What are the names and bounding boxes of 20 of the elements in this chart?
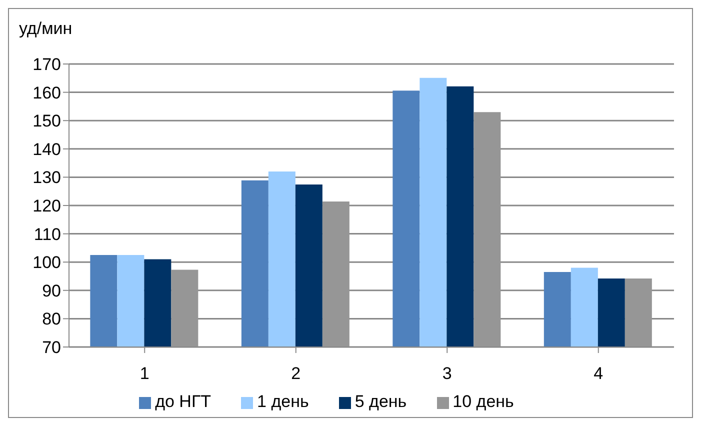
y-tick-label: 150 xyxy=(32,112,61,131)
y-tick-label: 120 xyxy=(32,196,61,216)
y-tick-label: 130 xyxy=(32,168,61,188)
y-tick-label: 160 xyxy=(32,83,61,102)
y-tick-label: 140 xyxy=(32,140,61,159)
y-tick-label: 170 xyxy=(32,55,61,74)
y-tick-label: 110 xyxy=(34,224,61,244)
y-tick-label: 100 xyxy=(32,253,61,272)
y-tick-label: 90 xyxy=(42,281,61,300)
legend-label: 1 день xyxy=(257,392,309,411)
y-tick-label: 70 xyxy=(42,338,61,358)
y-tick-label: 80 xyxy=(42,310,61,329)
legend-label: до НГТ xyxy=(155,392,212,411)
y-axis-title: уд/мин xyxy=(19,19,72,39)
legend-label: 5 день xyxy=(354,392,407,411)
x-tick-label: 2 xyxy=(291,364,301,384)
legend-label: 10 день xyxy=(452,392,514,411)
x-tick-label: 1 xyxy=(140,364,150,384)
x-tick-label: 4 xyxy=(594,364,604,384)
x-tick-label: 3 xyxy=(442,364,452,384)
